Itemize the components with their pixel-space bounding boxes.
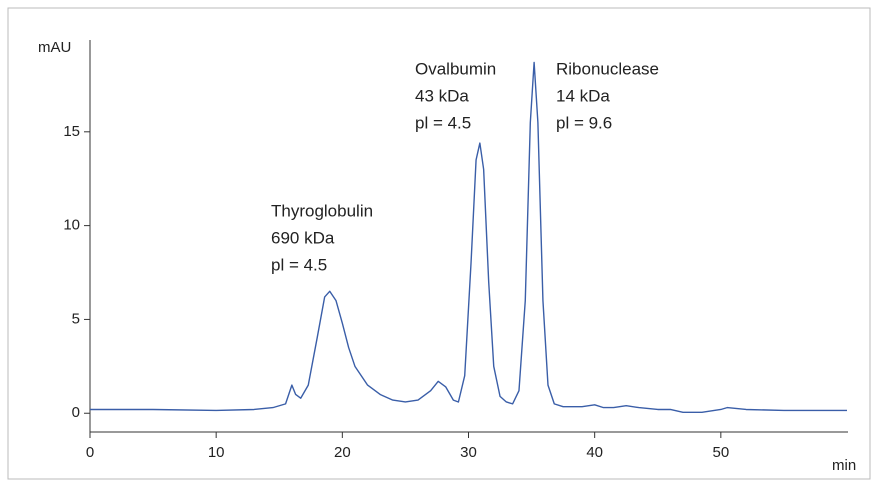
- annotation: pl = 9.6: [556, 113, 612, 132]
- y-tick-label: 15: [63, 123, 80, 140]
- annotation: 14 kDa: [556, 86, 610, 105]
- annotation: 690 kDa: [271, 228, 335, 247]
- x-tick-label: 10: [208, 444, 225, 461]
- y-tick-label: 10: [63, 217, 80, 234]
- x-tick-label: 0: [86, 444, 94, 461]
- y-tick-label: 5: [72, 310, 80, 327]
- annotation: Thyroglobulin: [271, 201, 373, 220]
- annotation: Ribonuclease: [556, 59, 659, 78]
- annotation: pl = 4.5: [415, 113, 471, 132]
- annotation: Ovalbumin: [415, 59, 496, 78]
- annotation: pl = 4.5: [271, 255, 327, 274]
- annotation: 43 kDa: [415, 86, 469, 105]
- trace: [90, 61, 847, 413]
- y-tick-label: 0: [72, 404, 80, 421]
- y-axis-label: mAU: [38, 39, 71, 56]
- x-tick-label: 20: [334, 444, 351, 461]
- x-tick-label: 50: [712, 444, 729, 461]
- x-axis-label: min: [832, 457, 856, 474]
- x-tick-label: 30: [460, 444, 477, 461]
- x-tick-label: 40: [586, 444, 603, 461]
- frame: [7, 7, 871, 480]
